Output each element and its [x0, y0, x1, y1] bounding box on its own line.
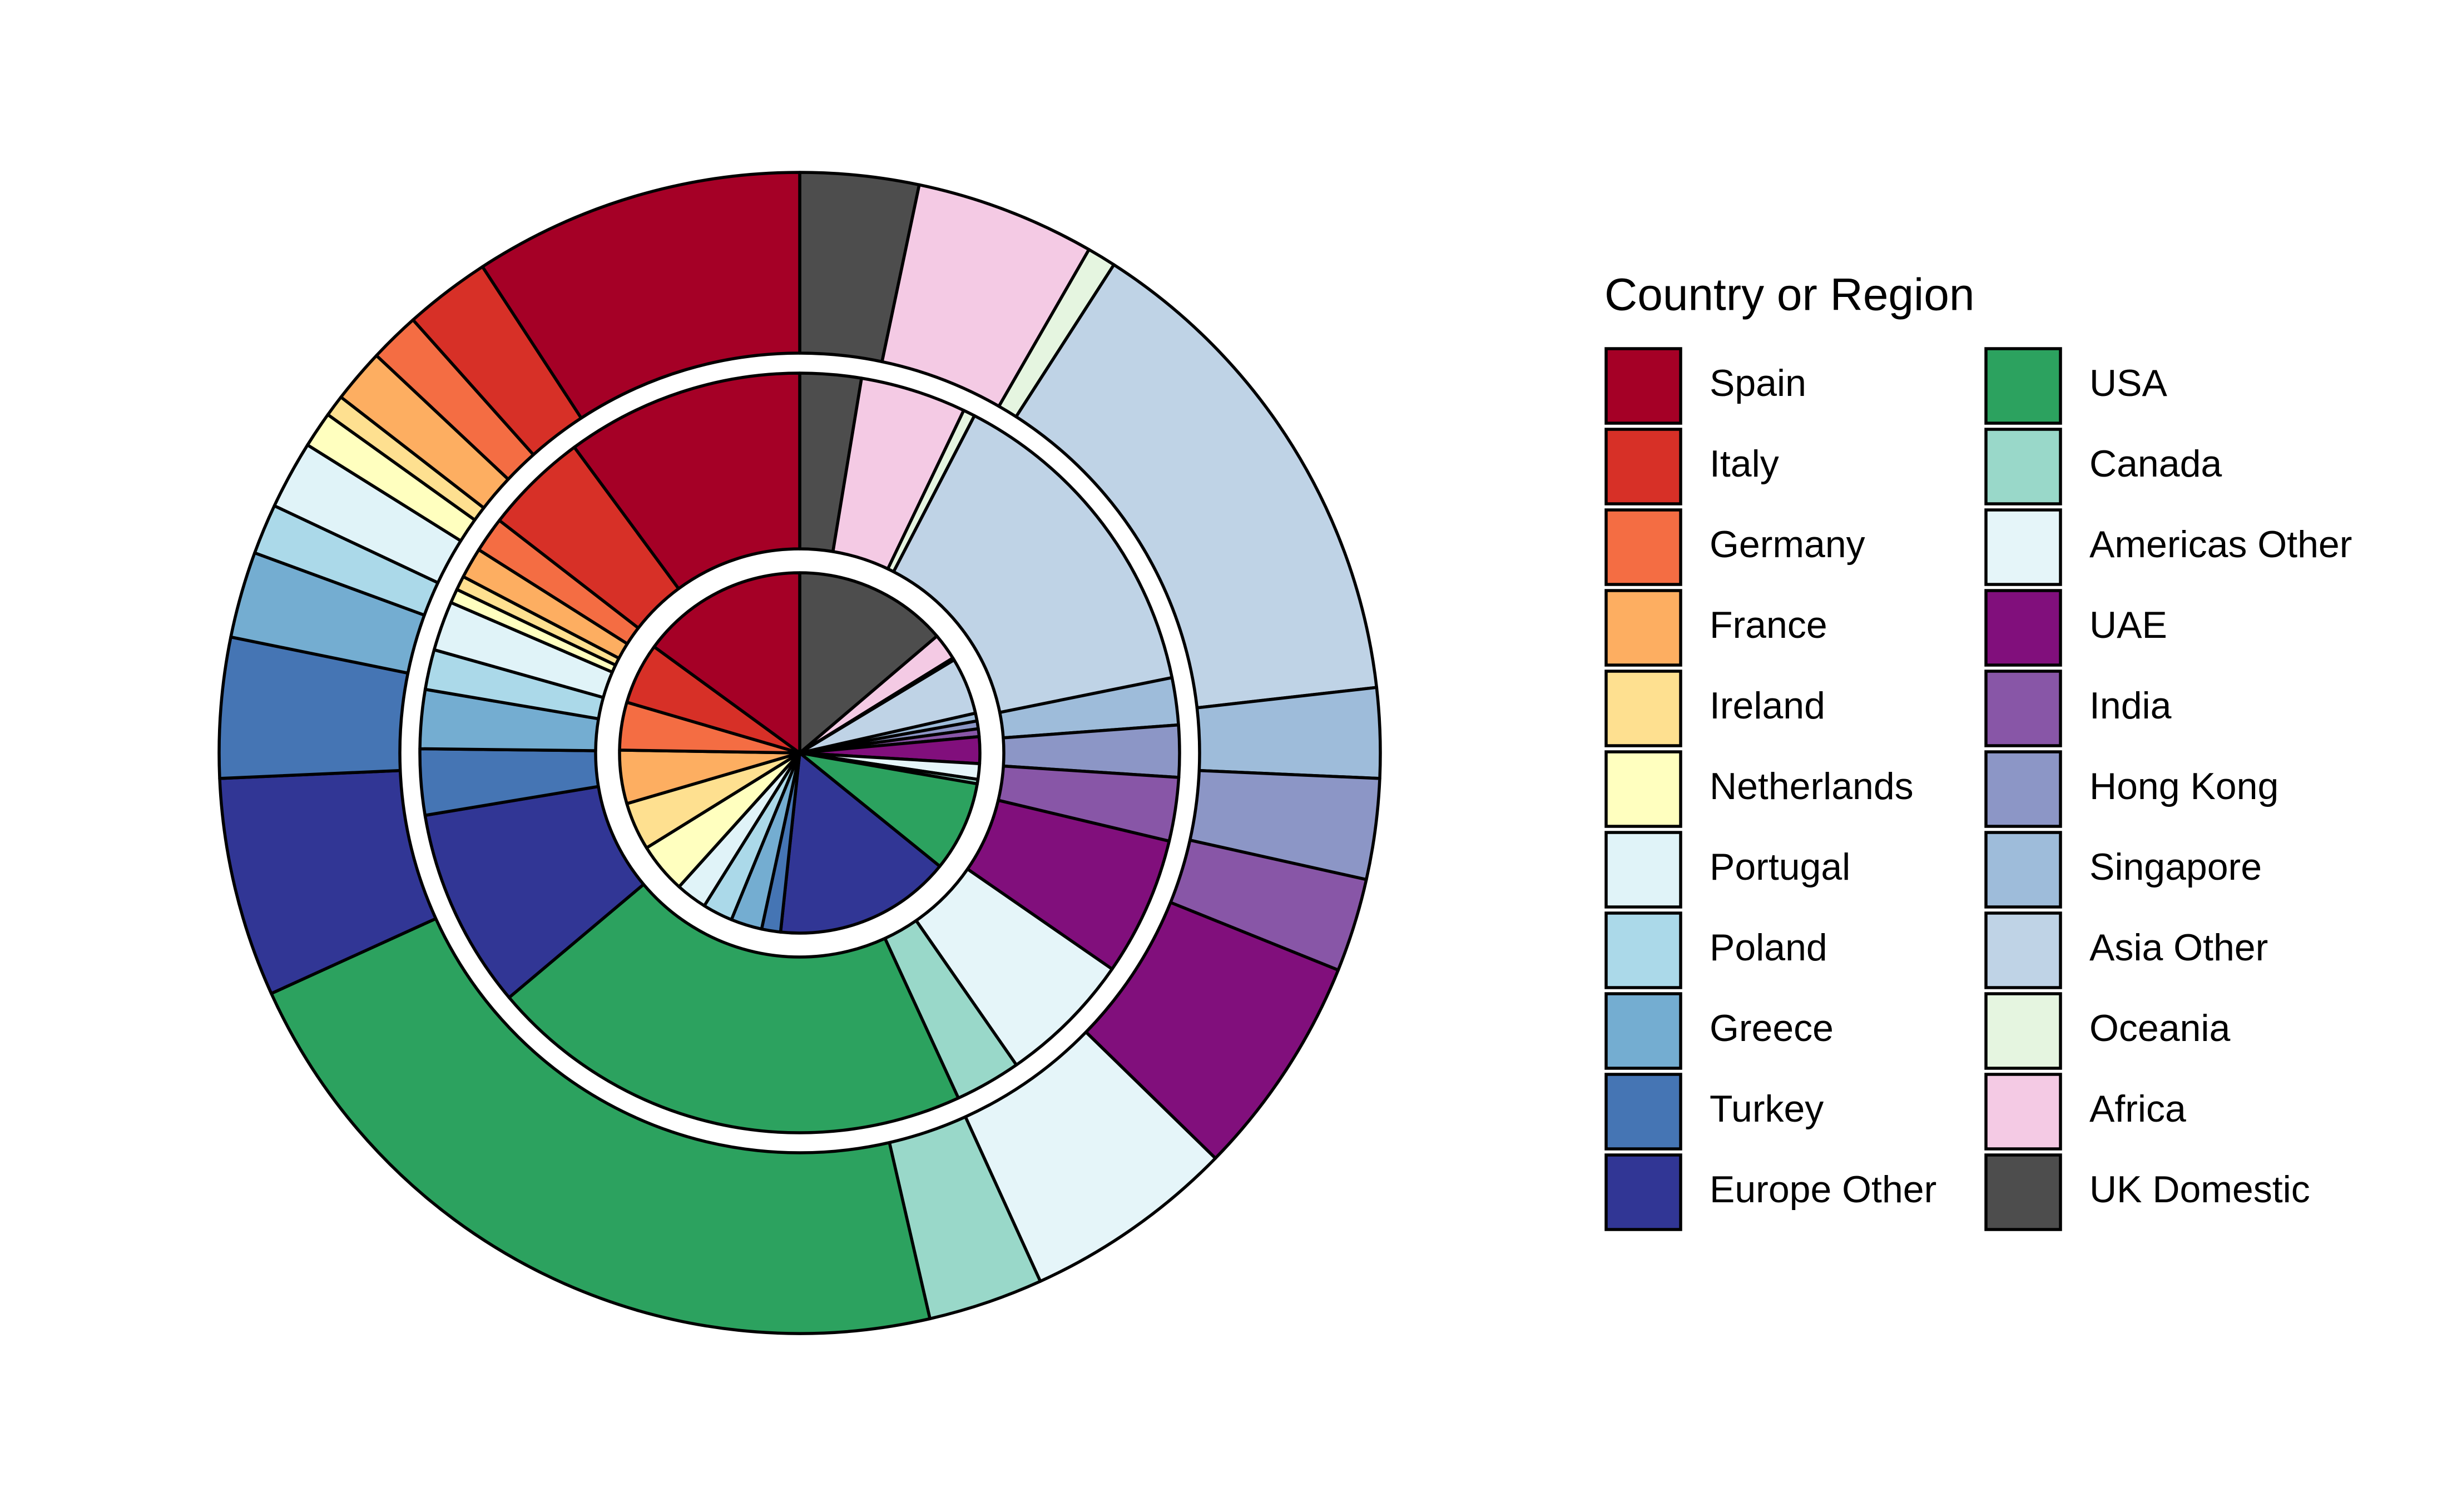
legend-swatch [1604, 1153, 1682, 1231]
legend-swatch [1604, 750, 1682, 828]
legend-swatch [1604, 992, 1682, 1070]
wedge [779, 751, 942, 935]
wedge [507, 883, 960, 1134]
legend-label: Turkey [1710, 1088, 1824, 1130]
legend-label: Hong Kong [2089, 765, 2278, 807]
legend-label: Asia Other [2089, 926, 2268, 969]
legend-swatch [1984, 1153, 2062, 1231]
legend-label: France [1710, 604, 1827, 646]
legend-swatch [1604, 347, 1682, 425]
legend-swatch [1604, 670, 1682, 747]
legend-swatch [1984, 589, 2062, 667]
legend-swatch [1984, 992, 2062, 1070]
legend-swatch [1984, 428, 2062, 505]
legend-label: UK Domestic [2089, 1168, 2310, 1211]
legend: Country or Region Spain Italy Germany Franc… [1604, 270, 2352, 1231]
legend-label: Singapore [2089, 846, 2262, 888]
legend-swatch [1984, 911, 2062, 989]
legend-swatch [1604, 1073, 1682, 1151]
legend-label: India [2089, 685, 2172, 727]
legend-swatch [1984, 831, 2062, 909]
legend-label: Americas Other [2089, 523, 2352, 566]
wedge [798, 751, 979, 868]
legend-label: Canada [2089, 443, 2222, 485]
legend-label: Europe Other [1710, 1168, 1936, 1211]
legend-swatch [1984, 1073, 2062, 1151]
wedge [652, 571, 801, 755]
legend-swatch [1604, 508, 1682, 586]
legend-swatch [1604, 428, 1682, 505]
legend-swatch [1984, 670, 2062, 747]
legend-swatch [1984, 750, 2062, 828]
legend-label: UAE [2089, 604, 2167, 646]
legend-label: Netherlands [1710, 765, 1914, 807]
legend-label: Greece [1710, 1007, 1834, 1049]
legend-swatch [1604, 589, 1682, 667]
legend-label: Ireland [1710, 685, 1825, 727]
legend-label: Italy [1710, 443, 1779, 485]
legend-label: Spain [1710, 362, 1806, 404]
wedge [270, 917, 932, 1335]
wedge [481, 171, 801, 420]
wedge [892, 414, 1174, 714]
legend-label: Oceania [2089, 1007, 2230, 1049]
legend-title: Country or Region [1604, 270, 1974, 320]
legend-label: USA [2089, 362, 2167, 404]
legend-label: Africa [2089, 1088, 2186, 1130]
legend-label: Poland [1710, 926, 1827, 969]
legend-label: Germany [1710, 523, 1865, 566]
wedge [798, 571, 939, 755]
legend-swatch [1604, 831, 1682, 909]
rings [217, 171, 1382, 1335]
legend-swatch [1984, 347, 2062, 425]
wedge [1014, 263, 1379, 710]
wedge [572, 371, 801, 591]
legend-label: Portugal [1710, 846, 1850, 888]
legend-swatch [1604, 911, 1682, 989]
legend-swatch [1984, 508, 2062, 586]
